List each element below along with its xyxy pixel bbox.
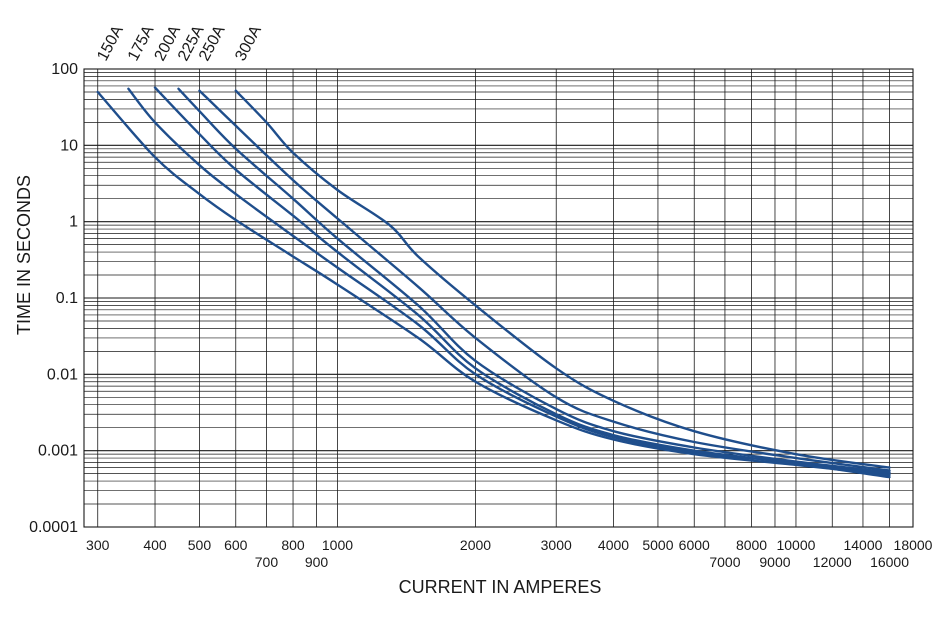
x-tick-label: 400 [143,537,167,553]
series-line-150a [96,90,891,477]
y-tick-label: 10 [60,137,78,154]
y-tick-label: 0.001 [38,443,78,460]
y-tick-label: 1 [69,214,78,231]
series-line-250a [198,89,891,472]
x-tick-label: 1000 [322,537,353,553]
x-tick-label: 18000 [894,537,933,553]
series-lines [96,86,891,479]
x-tick-labels: 300 400 500 600 800 1000 2000 3000 4000 5000 6000 8… [86,537,933,570]
x-tick-label: 500 [188,537,212,553]
series-label-150a: 150A [94,23,127,64]
x-tick-label: 300 [86,537,110,553]
plot-border [83,68,914,528]
x-tick-label: 800 [281,537,305,553]
series-line-300a [234,89,891,469]
series-line-200a [153,86,891,479]
x-tick-label: 3000 [541,537,572,553]
y-axis-title: TIME IN SECONDS [14,175,34,335]
series-line-175a [127,87,891,475]
x-tick-label: 700 [255,554,279,570]
x-tick-label: 6000 [679,537,710,553]
x-tick-label: 14000 [843,537,882,553]
y-tick-label: 100 [51,61,78,78]
x-tick-label: 2000 [460,537,491,553]
series-label-175a: 175A [125,23,158,64]
x-tick-label: 7000 [709,554,740,570]
x-tick-label: 5000 [642,537,673,553]
grid [84,69,914,528]
x-tick-label: 10000 [776,537,815,553]
plot-frame [83,68,914,528]
y-tick-label: 0.0001 [29,519,78,536]
x-tick-label: 12000 [813,554,852,570]
x-tick-label: 4000 [598,537,629,553]
y-tick-label: 0.01 [47,366,78,383]
x-tick-label: 9000 [759,554,790,570]
series-line-225a [177,87,891,474]
x-tick-label: 600 [224,537,248,553]
x-axis-title: CURRENT IN AMPERES [399,577,602,597]
x-tick-label: 8000 [736,537,767,553]
y-tick-labels: 100 10 1 0.1 0.01 0.001 0.0001 [29,61,78,536]
series-label-300a: 300A [232,23,265,64]
y-tick-label: 0.1 [56,290,78,307]
x-tick-label: 16000 [870,554,909,570]
x-tick-label: 900 [305,554,329,570]
